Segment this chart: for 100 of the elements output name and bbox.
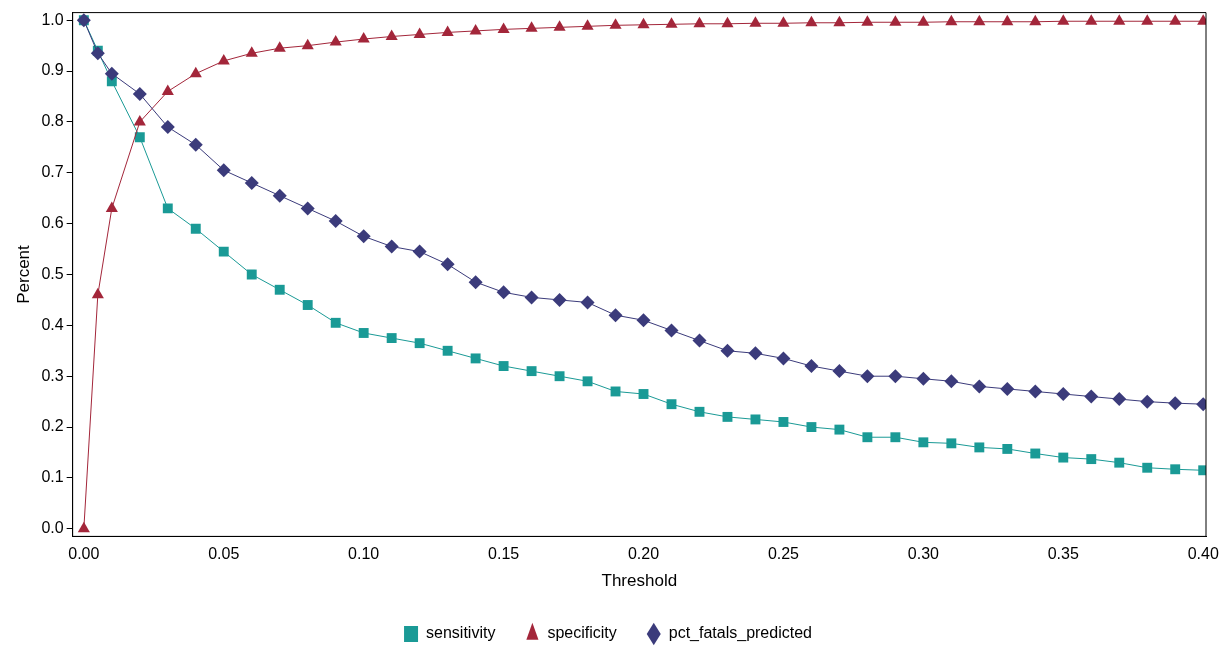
- point: [413, 27, 426, 38]
- point: [414, 338, 425, 349]
- y-tick-label: 0.7: [41, 163, 64, 181]
- point: [917, 15, 930, 26]
- point: [609, 18, 622, 29]
- point: [638, 389, 649, 399]
- x-axis-title: Threshold: [601, 571, 678, 591]
- legend-label: sensitivity: [426, 624, 496, 642]
- point: [1140, 394, 1155, 409]
- point: [525, 21, 538, 32]
- point: [608, 308, 623, 323]
- y-axis-title: Percent: [13, 244, 33, 304]
- point: [1002, 443, 1013, 454]
- point: [274, 284, 285, 295]
- point: [553, 20, 566, 31]
- point: [161, 84, 174, 95]
- point: [216, 163, 231, 178]
- point: [441, 25, 454, 36]
- point: [301, 38, 314, 50]
- y-tick-label: 0.2: [41, 417, 64, 435]
- point: [636, 313, 651, 328]
- point: [272, 188, 287, 203]
- point: [244, 175, 259, 190]
- point: [833, 15, 846, 27]
- point: [469, 23, 482, 35]
- y-tick-label: 0.0: [41, 519, 64, 537]
- x-tick-label: 0.15: [488, 545, 520, 563]
- point: [1141, 14, 1154, 25]
- point: [972, 379, 987, 394]
- point: [1112, 392, 1127, 407]
- point: [973, 14, 986, 26]
- point: [190, 223, 201, 234]
- point: [1000, 381, 1015, 396]
- point: [778, 417, 789, 427]
- y-tick-label: 1.0: [41, 10, 64, 28]
- y-tick-label: 0.4: [41, 315, 64, 333]
- y-tick-label: 0.6: [41, 214, 64, 232]
- point: [890, 432, 901, 443]
- point: [160, 120, 175, 135]
- point: [1169, 14, 1182, 25]
- point: [1085, 14, 1098, 25]
- point: [412, 244, 427, 259]
- point: [1056, 387, 1071, 402]
- y-tick-label: 0.8: [41, 112, 64, 130]
- point: [162, 203, 173, 214]
- point: [524, 290, 539, 305]
- point: [1170, 464, 1181, 475]
- legend-label: specificity: [547, 624, 617, 642]
- point: [750, 414, 761, 425]
- point: [384, 239, 399, 254]
- y-tick-label: 0.9: [41, 61, 64, 79]
- point: [356, 229, 371, 244]
- point: [1168, 396, 1183, 411]
- point: [497, 22, 510, 33]
- point: [385, 29, 398, 40]
- point: [748, 346, 763, 361]
- point: [1058, 452, 1069, 463]
- point: [806, 422, 817, 433]
- point: [328, 214, 343, 229]
- point: [1084, 389, 1099, 404]
- point: [245, 46, 258, 57]
- point: [358, 328, 369, 338]
- point: [832, 364, 847, 379]
- point: [300, 201, 315, 216]
- x-tick-label: 0.35: [1047, 545, 1079, 563]
- point: [189, 66, 202, 78]
- point: [552, 292, 567, 307]
- point: [330, 317, 341, 328]
- point: [498, 361, 509, 371]
- point: [1028, 384, 1043, 399]
- x-tick-label: 0.25: [767, 545, 800, 563]
- point: [693, 16, 706, 28]
- point: [90, 46, 105, 61]
- point: [834, 424, 845, 435]
- x-tick-label: 0.10: [348, 545, 380, 563]
- y-tick-label: 0.1: [41, 468, 64, 486]
- point: [329, 35, 342, 46]
- point: [637, 17, 650, 29]
- point: [1114, 457, 1125, 468]
- x-tick-label: 0.40: [1187, 545, 1219, 563]
- point: [273, 41, 286, 52]
- x-tick-label: 0.05: [208, 545, 240, 563]
- point: [1029, 14, 1042, 26]
- point: [1030, 448, 1041, 459]
- point: [692, 333, 707, 348]
- point: [386, 333, 397, 344]
- y-tick-label: 0.5: [41, 264, 64, 282]
- point: [749, 16, 762, 27]
- point: [554, 371, 565, 382]
- point: [804, 359, 819, 374]
- point: [582, 376, 593, 387]
- point: [470, 353, 481, 364]
- point: [861, 15, 874, 26]
- point: [302, 300, 313, 310]
- point: [1001, 14, 1014, 26]
- point: [218, 246, 229, 257]
- point: [918, 437, 929, 448]
- point: [805, 15, 818, 27]
- point: [862, 432, 873, 443]
- point: [105, 201, 118, 212]
